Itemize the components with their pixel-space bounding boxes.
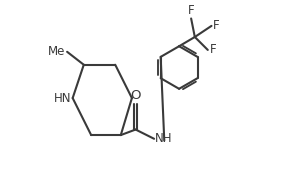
Text: F: F: [210, 43, 216, 56]
Text: Me: Me: [48, 45, 65, 58]
Text: F: F: [213, 19, 220, 32]
Text: HN: HN: [54, 92, 72, 105]
Text: O: O: [130, 89, 141, 102]
Text: F: F: [188, 4, 194, 17]
Text: NH: NH: [155, 132, 172, 145]
